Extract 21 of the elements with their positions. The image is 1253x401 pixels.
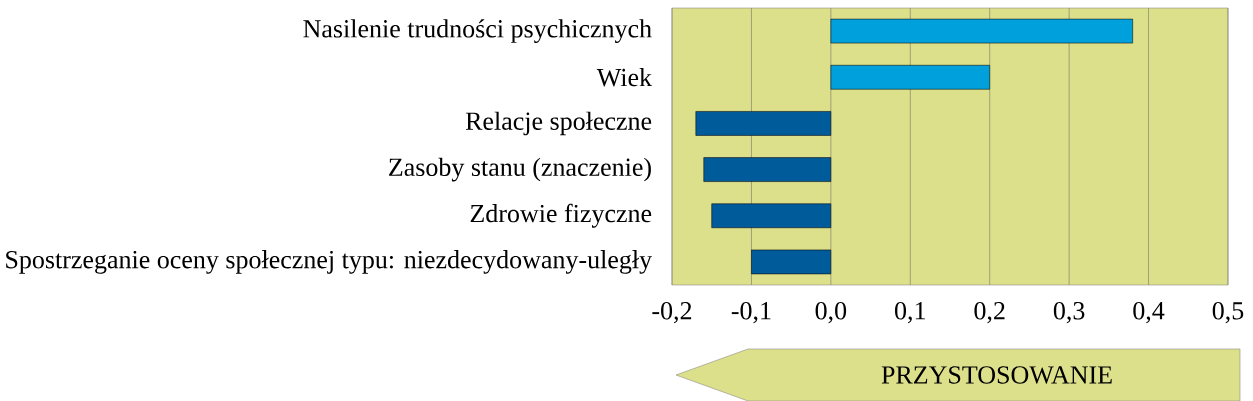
y-tick-label: Nasilenie trudności psychicznych (303, 19, 652, 43)
y-tick-label: Zasoby stanu (znaczenie) (389, 157, 651, 182)
bar (703, 157, 832, 182)
bar (830, 64, 990, 90)
x-tick-label: -0,1 (731, 301, 771, 324)
y-tick-label: Zdrowie fizyczne (470, 203, 652, 228)
bar (711, 203, 832, 229)
y-tick-label: Relacje społeczne (465, 111, 652, 136)
bar (830, 18, 1133, 44)
bar (695, 111, 832, 136)
x-tick-label: 0,3 (1053, 301, 1085, 324)
bar (751, 249, 832, 275)
text: PRZYSTOSOWANIE (881, 366, 1112, 384)
x-tick-label: 0,0 (815, 301, 847, 324)
x-tick-label: 0,4 (1133, 301, 1165, 324)
y-tick-label: Wiek (596, 68, 653, 87)
x-tick-label: 0,2 (974, 301, 1005, 324)
x-tick-label: 0,5 (1212, 301, 1244, 324)
x-tick-label: -0,2 (652, 301, 692, 324)
x-tick-label: 0,1 (895, 301, 925, 324)
y-tick-label: Spostrzeganie oceny społecznej typu: niezdecydowany-uległy (6, 250, 653, 274)
